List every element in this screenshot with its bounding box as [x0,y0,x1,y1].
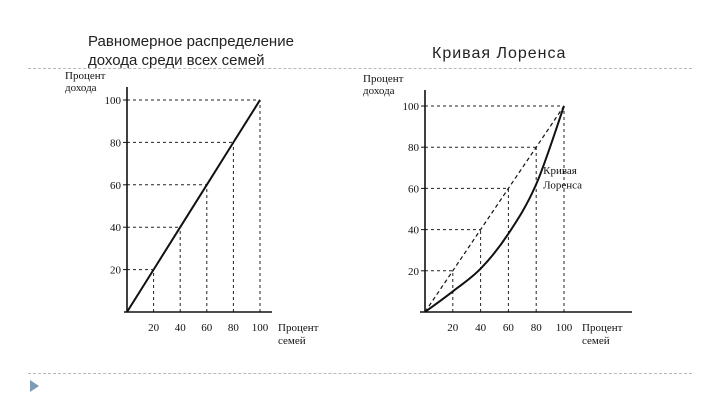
y-axis-title-line-1: Процент [363,73,404,85]
x-tick-label-100: 100 [556,322,573,334]
left-heading-line-2: дохода среди всех семей [88,52,265,69]
top-divider [28,68,692,69]
curve-annotation-line-1: Кривая [543,165,577,177]
x-axis-title-line-2: семей [582,335,610,347]
y-axis-title-line-2: дохода [363,85,395,97]
equality-line-1 [126,99,261,313]
y-tick-label-60: 60 [110,180,122,192]
x-tick-label-60: 60 [503,322,515,334]
next-slide-arrow-icon[interactable] [30,380,39,392]
x-tick-label-100: 100 [252,322,269,334]
lorenz-curve-line-2 [424,105,565,313]
x-axis-title-line-2: семей [278,335,306,347]
y-tick-label-100: 100 [403,101,420,113]
x-axis-title-line-1: Процент [582,322,623,334]
y-tick-label-40: 40 [110,222,122,234]
y-tick-label-20: 20 [110,265,122,277]
left-heading-line-1: Равномерное распределение [88,33,294,50]
left-chart-heading: Равномерное распределение дохода среди в… [88,32,328,70]
curve-annotation-line-2: Лоренса [543,179,582,191]
x-tick-label-80: 80 [531,322,543,334]
y-tick-label-80: 80 [110,137,122,149]
x-tick-label-60: 60 [201,322,213,334]
y-tick-label-80: 80 [408,142,420,154]
x-axis-title-line-1: Процент [278,322,319,334]
y-tick-label-60: 60 [408,183,420,195]
x-tick-label-20: 20 [447,322,459,334]
y-axis-title-line-1: Процент [65,70,106,82]
equality-line-2 [424,105,565,313]
x-tick-label-80: 80 [228,322,240,334]
right-chart-heading: Кривая Лоренса [432,45,567,62]
x-tick-label-40: 40 [475,322,487,334]
y-axis-title-line-2: дохода [65,82,97,94]
bottom-divider [28,373,692,374]
y-tick-label-20: 20 [408,266,420,278]
y-tick-label-100: 100 [105,95,122,107]
x-tick-label-40: 40 [175,322,187,334]
y-tick-label-40: 40 [408,225,420,237]
x-tick-label-20: 20 [148,322,160,334]
